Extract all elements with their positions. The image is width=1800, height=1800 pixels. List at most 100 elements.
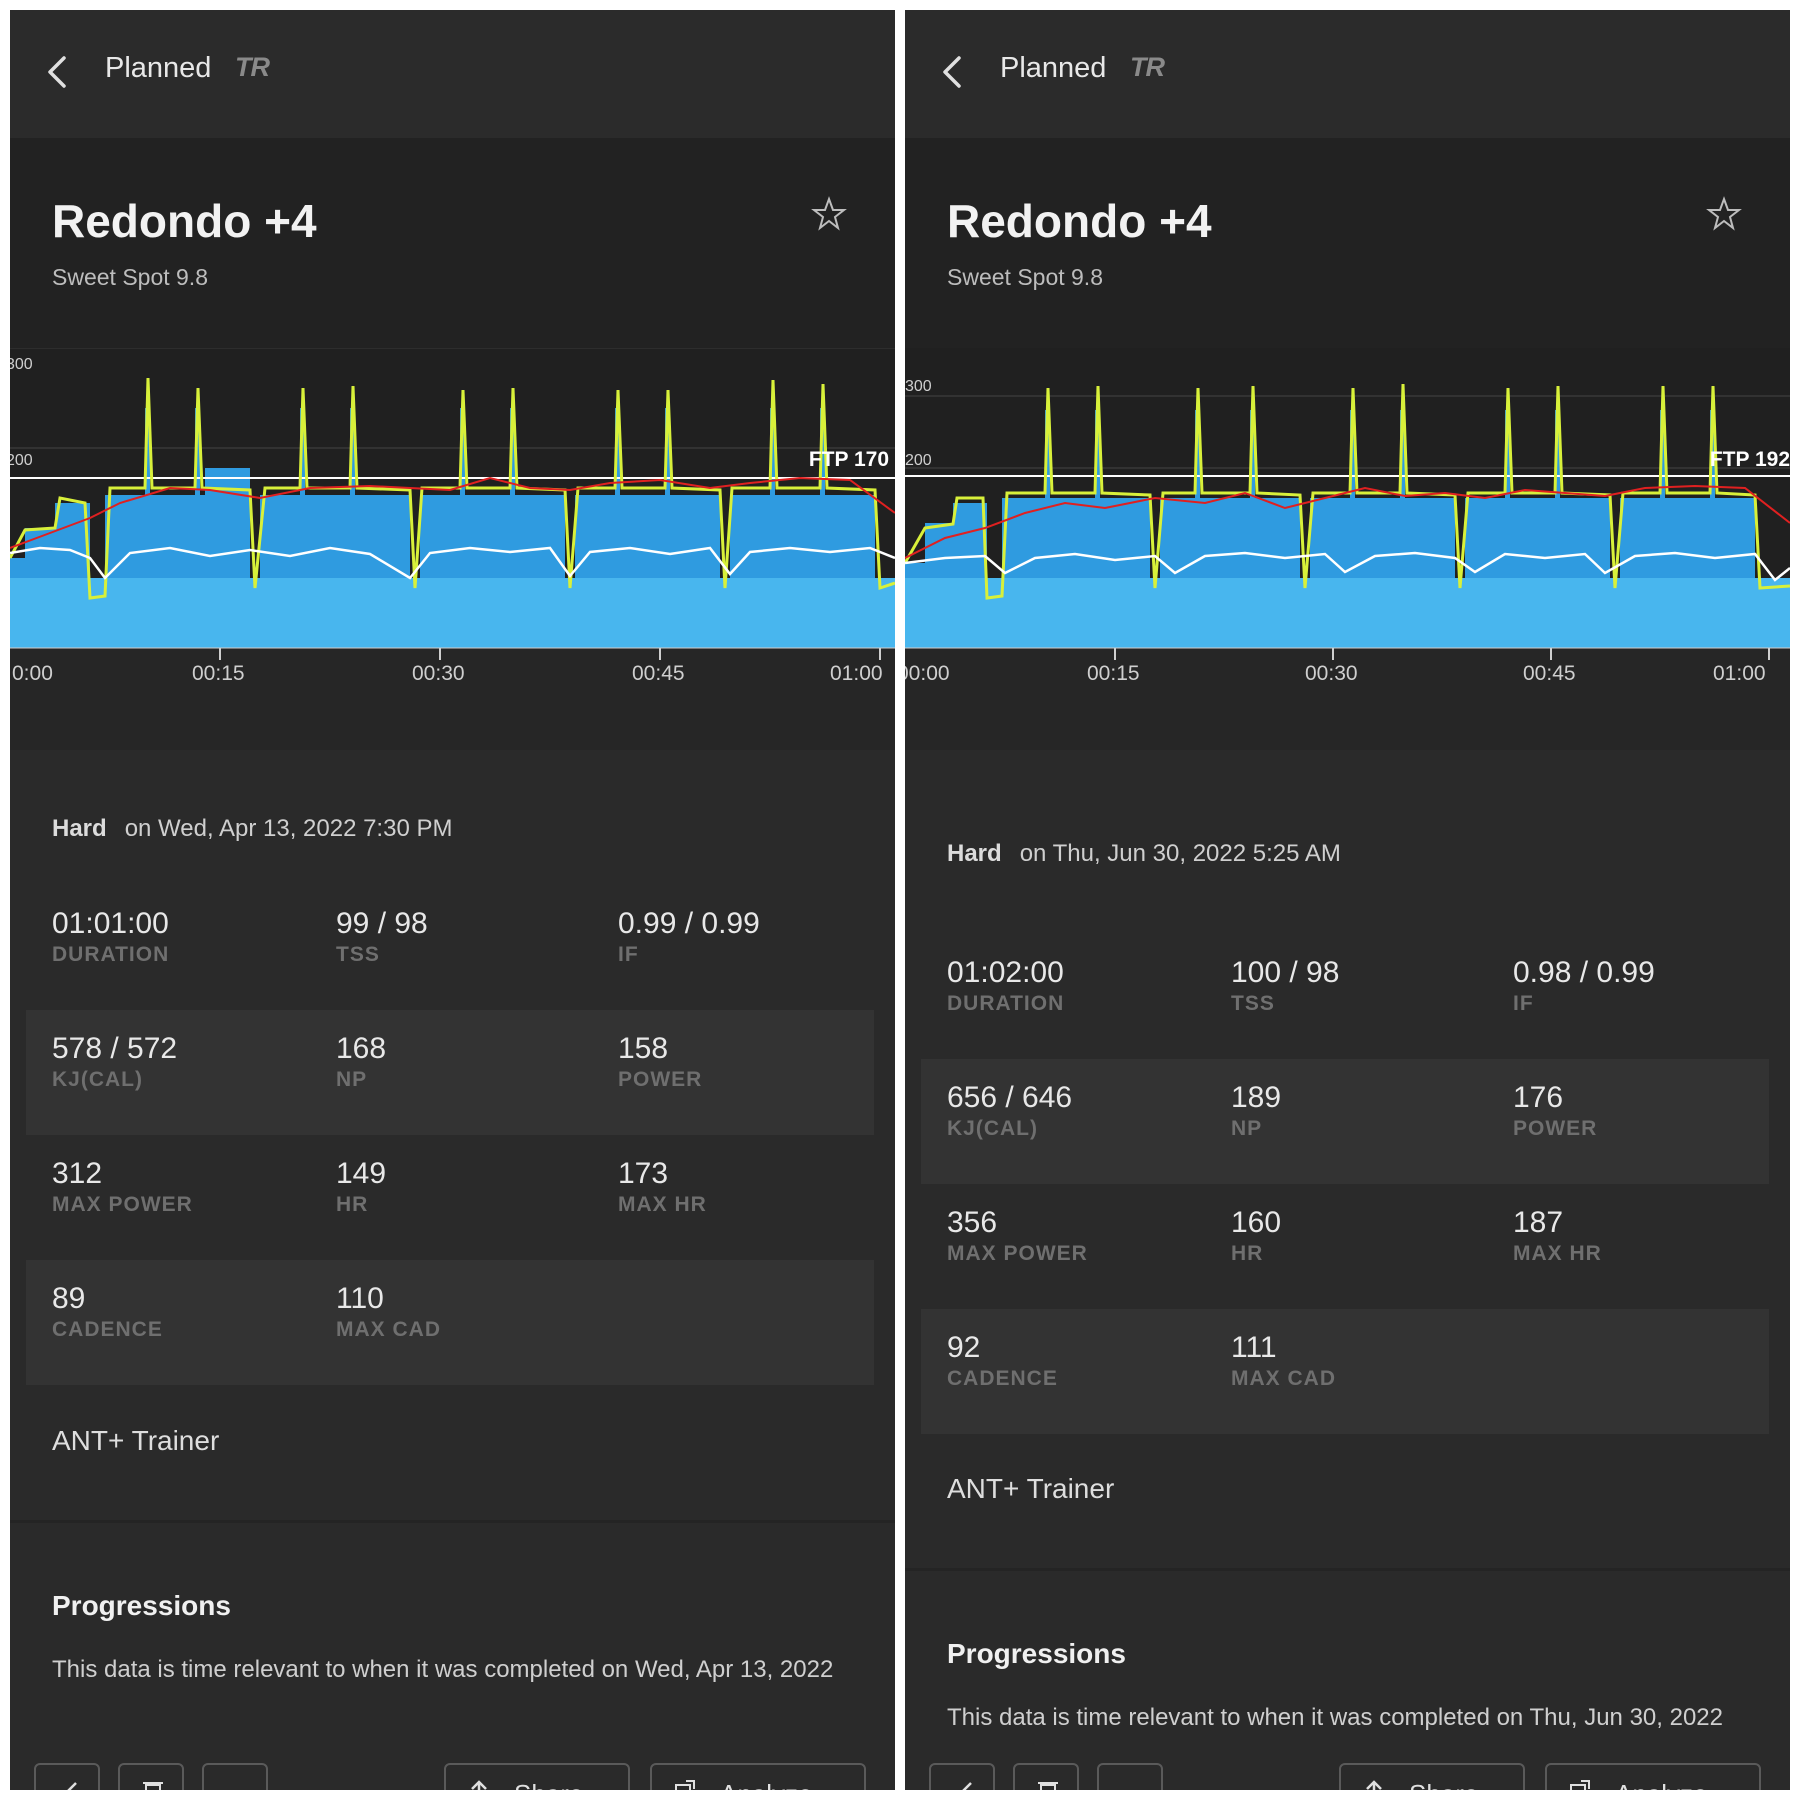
chart-base-area (905, 578, 1790, 648)
section-divider (905, 1568, 1790, 1571)
stat-cadence: 92 CADENCE (947, 1331, 1058, 1390)
arrow-icon (962, 1782, 972, 1790)
stat-duration: 01:01:00 DURATION (52, 907, 170, 966)
stats-row: 578 / 572 KJ(CAL) 168 NP 158 POWER (26, 1010, 874, 1135)
stats-grid: 01:02:00 DURATION 100 / 98 TSS 0.98 / 0.99… (921, 934, 1769, 1434)
share-icon (471, 1780, 487, 1790)
x-tick-label: 01:00 (1713, 662, 1766, 685)
workout-subtitle: Sweet Spot 9.8 (947, 264, 1103, 290)
target-power-area (10, 408, 895, 628)
y-tick-label-300: 300 (905, 378, 932, 395)
stat-duration: 01:02:00 DURATION (947, 956, 1065, 1015)
workout-chart: 300 200 FTP 192 00:00 00:15 00:30 00:45 … (905, 348, 1790, 750)
share-button[interactable]: Share (1339, 1763, 1525, 1790)
stat-if: 0.98 / 0.99 IF (1513, 956, 1655, 1015)
progressions-title: Progressions (52, 1590, 231, 1621)
y-tick-label-300: 300 (10, 356, 33, 373)
stat-np: 189 NP (1231, 1081, 1282, 1140)
stats-row: 01:02:00 DURATION 100 / 98 TSS 0.98 / 0.99… (921, 934, 1769, 1059)
difficulty-label: Hard (947, 840, 1002, 867)
x-tick-label: 00:00 (905, 662, 950, 685)
more-button[interactable] (202, 1763, 268, 1790)
more-button[interactable] (1097, 1763, 1163, 1790)
favorite-star-icon[interactable] (811, 196, 847, 232)
stat-tss: 100 / 98 TSS (1231, 956, 1340, 1015)
x-axis-bar (10, 648, 895, 750)
share-button[interactable]: Share (444, 1763, 630, 1790)
chart-plot (10, 348, 895, 750)
power-line (905, 383, 1790, 600)
trainerroad-logo: TR (235, 52, 270, 82)
completed-date: on Thu, Jun 30, 2022 5:25 AM (1019, 840, 1341, 867)
top-bar: Planned TR (905, 10, 1790, 138)
stat-max-cad: 110 MAX CAD (336, 1282, 441, 1341)
external-link-icon (1570, 1780, 1590, 1790)
action-button[interactable] (34, 1763, 100, 1790)
workout-title: Redondo +4 (947, 195, 1212, 247)
delete-button[interactable] (1013, 1763, 1079, 1790)
cadence-line (10, 546, 895, 580)
x-tick-label: 00:15 (1087, 662, 1140, 685)
arrow-icon (67, 1782, 77, 1790)
stats-row: 356 MAX POWER 160 HR 187 MAX HR (921, 1184, 1769, 1309)
chart-base-area (10, 578, 895, 648)
share-label: Share (1409, 1779, 1478, 1790)
workout-summary: Hard on Thu, Jun 30, 2022 5:25 AM (947, 840, 1341, 868)
difficulty-label: Hard (52, 815, 107, 842)
stat-max-power: 312 MAX POWER (52, 1157, 193, 1216)
stat-max-cad: 111 MAX CAD (1231, 1331, 1336, 1390)
workout-title: Redondo +4 (52, 195, 317, 247)
workout-subtitle: Sweet Spot 9.8 (52, 264, 208, 290)
y-tick-label-200: 200 (905, 452, 932, 469)
stat-max-power: 356 MAX POWER (947, 1206, 1088, 1265)
heart-rate-line (905, 484, 1790, 559)
workout-summary: Hard on Wed, Apr 13, 2022 7:30 PM (52, 815, 452, 843)
stats-row: 89 CADENCE 110 MAX CAD (26, 1260, 874, 1385)
stats-row: 656 / 646 KJ(CAL) 189 NP 176 POWER (921, 1059, 1769, 1184)
x-tick-label: 00:45 (1523, 662, 1576, 685)
workout-header: Redondo +4 Sweet Spot 9.8 (905, 138, 1790, 348)
analyze-button[interactable]: Analyze (1545, 1763, 1761, 1790)
share-icon (1366, 1780, 1382, 1790)
analyze-label: Analyze (1615, 1779, 1708, 1790)
action-button[interactable] (929, 1763, 995, 1790)
chart-plot (905, 383, 1790, 750)
device-name: ANT+ Trainer (947, 1473, 1115, 1504)
progressions-text: This data is time relevant to when it wa… (947, 1704, 1723, 1731)
stat-kj: 656 / 646 KJ(CAL) (947, 1081, 1073, 1140)
ftp-label: FTP 170 (808, 448, 889, 471)
share-label: Share (514, 1779, 583, 1790)
delete-button[interactable] (118, 1763, 184, 1790)
workout-panel-right: Planned TR Redondo +4 Sweet Spot 9.8 (905, 10, 1790, 1790)
trash-icon (143, 1782, 163, 1790)
workout-header: Redondo +4 Sweet Spot 9.8 (10, 138, 895, 348)
back-arrow-icon[interactable] (935, 52, 975, 92)
favorite-star-icon[interactable] (1706, 196, 1742, 232)
trainerroad-logo: TR (1130, 52, 1165, 82)
stat-np: 168 NP (336, 1032, 387, 1091)
trash-icon (1038, 1782, 1058, 1790)
section-divider (10, 1520, 895, 1523)
stat-hr: 160 HR (1231, 1206, 1282, 1265)
stats-grid: 01:01:00 DURATION 99 / 98 TSS 0.99 / 0.99 I… (26, 885, 874, 1385)
external-link-icon (675, 1780, 695, 1790)
x-tick-label: 01:00 (830, 662, 883, 685)
topbar-title: Planned (105, 52, 212, 84)
stat-power: 176 POWER (1513, 1081, 1598, 1140)
x-axis-bar (905, 648, 1790, 750)
cadence-line (905, 551, 1790, 582)
completed-date: on Wed, Apr 13, 2022 7:30 PM (124, 815, 453, 842)
stats-row: 312 MAX POWER 149 HR 173 MAX HR (26, 1135, 874, 1260)
stat-tss: 99 / 98 TSS (336, 907, 428, 966)
ftp-label: FTP 192 (1709, 448, 1790, 471)
x-tick-label: 0:00 (12, 662, 53, 685)
target-power-area (905, 410, 1790, 628)
back-arrow-icon[interactable] (40, 52, 80, 92)
analyze-button[interactable]: Analyze (650, 1763, 866, 1790)
x-tick-label: 00:30 (412, 662, 465, 685)
heart-rate-line (10, 476, 895, 549)
progressions-text: This data is time relevant to when it wa… (52, 1656, 834, 1683)
analyze-label: Analyze (720, 1779, 813, 1790)
stat-kj: 578 / 572 KJ(CAL) (52, 1032, 178, 1091)
stats-row: 92 CADENCE 111 MAX CAD (921, 1309, 1769, 1434)
